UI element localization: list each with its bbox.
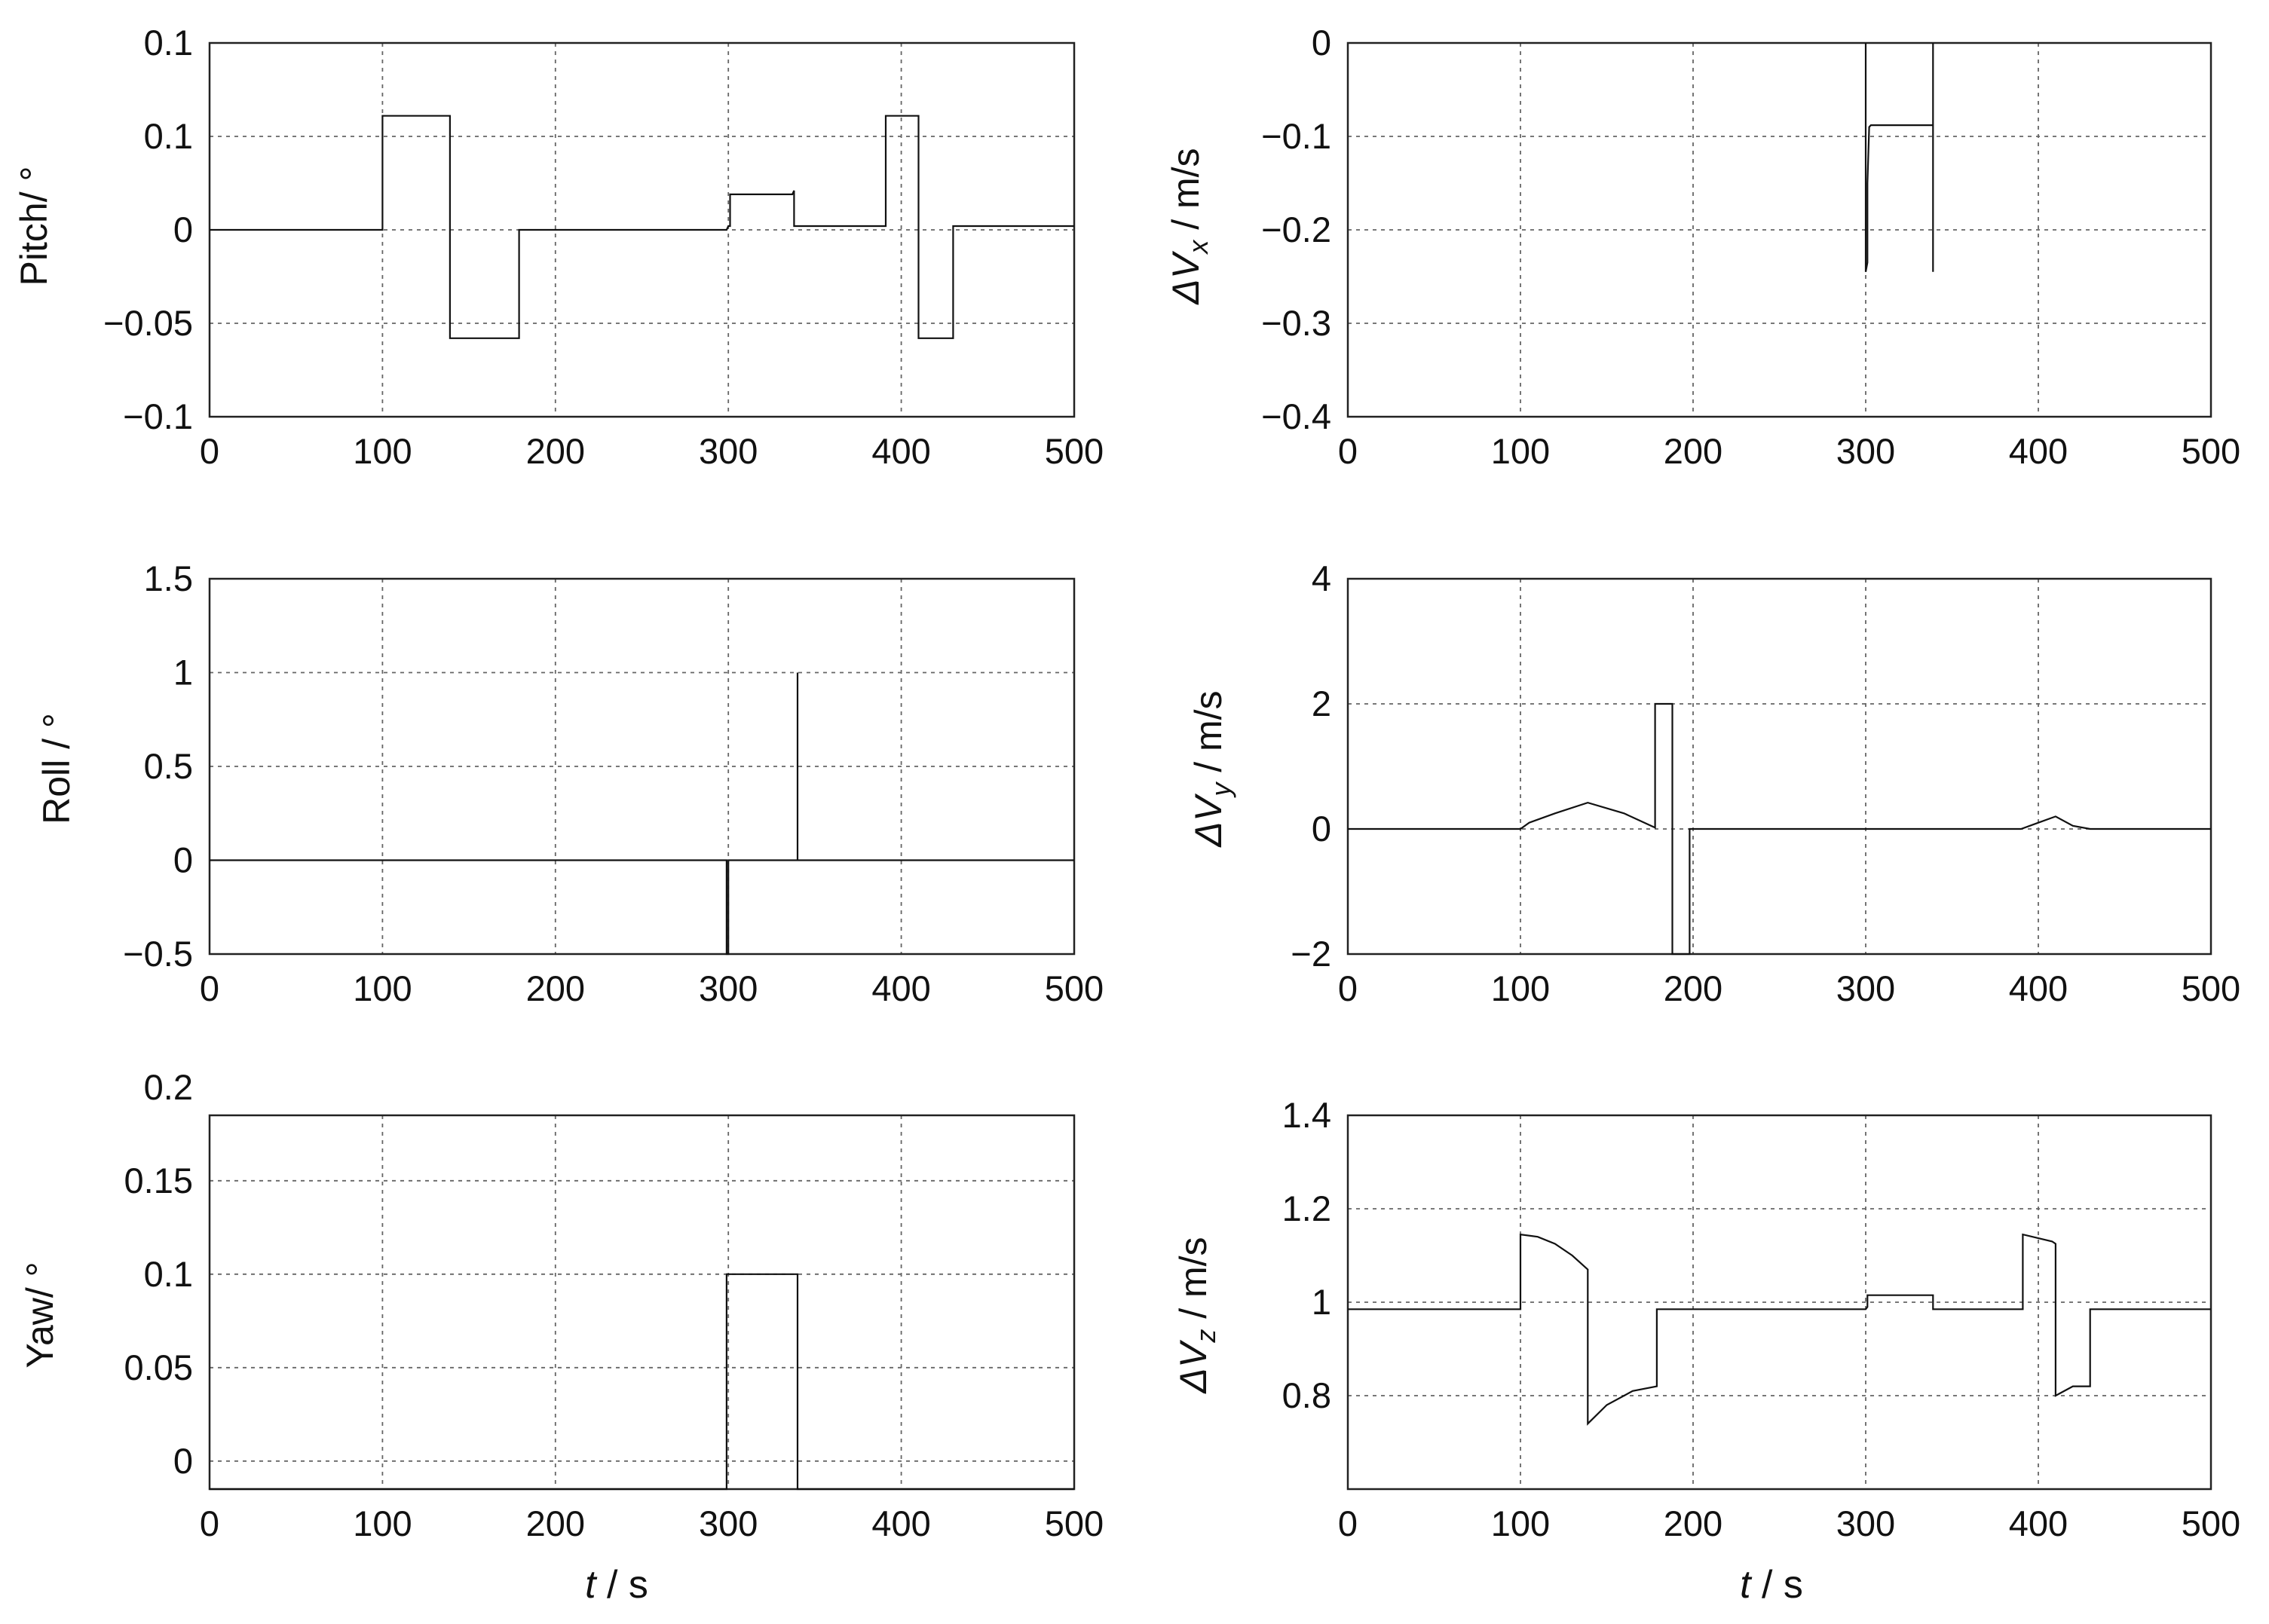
y-tick-label: 0 [173,1441,193,1481]
y-tick-label: −0.4 [1261,396,1331,436]
x-tick-label: 500 [1045,968,1104,1008]
y-tick-label: −0.05 [103,303,193,343]
y-axis-label-subscript: z [1190,1329,1221,1344]
y-tick-label: 0 [1312,23,1331,63]
y-tick-label: 0.1 [144,1254,193,1294]
x-tick-label: 400 [871,431,930,471]
x-tick-label: 500 [1045,431,1104,471]
pitch-panel: 0 100 200 300 400 500 0.1 0.1 0 −0.05 −0.1 Pitch/ ° [13,23,1104,471]
x-tick-label: 300 [699,1503,758,1543]
y-tick-label: 1 [173,653,193,693]
x-tick-label: 400 [2009,431,2068,471]
y-axis-label-unit: / m/s [1165,148,1207,240]
y-tick-label: 4 [1312,558,1331,598]
y-tick-label: 0.1 [144,116,193,156]
x-tick-label: 0 [200,1503,219,1543]
y-axis-label-prefix: ΔV [1165,250,1207,305]
y-axis-label-prefix: ΔV [1172,1339,1214,1394]
x-tick-label: 200 [1664,431,1722,471]
x-tick-label: 500 [2182,968,2240,1008]
y-axis-label: ΔVy / m/s [1187,690,1236,847]
y-axis-label: ΔVz / m/s [1172,1237,1221,1393]
x-tick-label: 0 [1338,431,1358,471]
plot-frame [1346,41,2212,418]
y-axis-label-prefix: ΔV [1187,793,1229,848]
x-axis-label-left: t / s [585,1563,648,1607]
y-axis-label-subscript: y [1205,781,1236,799]
x-axis-label-right: t / s [1740,1563,1803,1607]
x-tick-label: 0 [200,968,219,1008]
yaw-panel: 0 100 200 300 400 500 0.2 0.15 0.1 0.05 0 Yaw/ ° [19,1067,1104,1543]
y-tick-label: 1 [1312,1282,1331,1322]
y-axis-label-unit: / m/s [1187,690,1229,782]
x-tick-label: 200 [526,968,585,1008]
x-tick-label: 500 [2182,431,2240,471]
plot-frame [1346,1114,2212,1491]
x-tick-label: 200 [1664,1503,1722,1543]
y-tick-label: 0.1 [144,23,193,63]
plot-frame [208,577,1076,956]
pitch-series-line [210,115,1074,339]
y-axis-label-subscript: x [1183,239,1214,255]
x-tick-label: 100 [353,968,412,1008]
x-tick-label: 100 [1491,968,1550,1008]
y-tick-label: 0.15 [124,1161,193,1200]
y-tick-label: −0.1 [123,396,193,436]
x-tick-label: 300 [1836,1503,1895,1543]
y-tick-label: 0.5 [144,746,193,786]
dvy-series-line [1348,702,2211,956]
y-tick-label: 1.4 [1282,1095,1331,1135]
delta-vz-panel: 0 100 200 300 400 500 1.4 1.2 1 0.8 ΔVz / m/s [1172,1095,2240,1543]
x-tick-label: 100 [353,431,412,471]
y-axis-label: Yaw/ ° [19,1262,61,1368]
y-tick-label: 0 [1312,809,1331,849]
x-tick-label: 0 [200,431,219,471]
roll-series-line [210,672,1074,956]
y-tick-label: 0 [173,209,193,249]
x-tick-label: 500 [1045,1503,1104,1543]
x-tick-label: 400 [871,1503,930,1543]
y-tick-label: −0.5 [123,934,193,974]
y-tick-label: 0 [173,840,193,880]
x-tick-label: 300 [699,431,758,471]
x-tick-label: 500 [2182,1503,2240,1543]
x-tick-label: 100 [353,1503,412,1543]
y-tick-label: −0.2 [1261,209,1331,249]
y-axis-label-unit: / m/s [1172,1237,1214,1329]
dvz-series-line [1348,1233,2211,1426]
x-tick-label: 0 [1338,968,1358,1008]
x-tick-label: 400 [871,968,930,1008]
plot-frame [208,1114,1076,1491]
delta-vx-panel: 0 100 200 300 400 500 0 −0.1 −0.2 −0.3 −0.4 ΔVx / m… [1165,23,2240,471]
dvx-series-line [1864,43,1934,273]
x-tick-label: 100 [1491,431,1550,471]
x-tick-label: 200 [526,1503,585,1543]
x-tick-label: 0 [1338,1503,1358,1543]
yaw-series-line [210,1273,1074,1491]
y-tick-label: −0.1 [1261,116,1331,156]
x-tick-label: 300 [699,968,758,1008]
x-tick-label: 300 [1836,968,1895,1008]
x-tick-label: 200 [526,431,585,471]
y-tick-label: 1.2 [1282,1188,1331,1228]
x-tick-label: 100 [1491,1503,1550,1543]
y-tick-label: 2 [1312,684,1331,723]
y-tick-label: −0.3 [1261,303,1331,343]
y-tick-label: 0.8 [1282,1375,1331,1415]
y-axis-label: Roll / ° [35,713,78,824]
y-axis-label: ΔVx / m/s [1165,148,1214,304]
y-tick-label: −2 [1291,934,1331,974]
x-tick-label: 300 [1836,431,1895,471]
x-tick-label: 400 [2009,968,2068,1008]
x-tick-label: 400 [2009,1503,2068,1543]
y-tick-label: 1.5 [144,558,193,598]
plot-frame [1346,577,2212,956]
y-tick-label: 0.2 [144,1067,193,1107]
x-tick-label: 200 [1664,968,1722,1008]
y-axis-label: Pitch/ ° [13,167,55,286]
y-tick-label: 0.05 [124,1347,193,1387]
